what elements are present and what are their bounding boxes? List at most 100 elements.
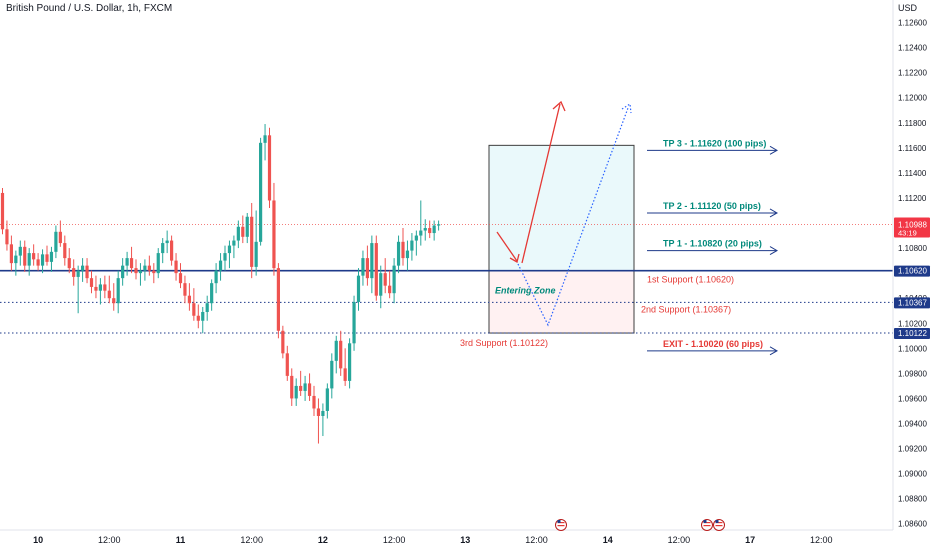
candle: [54, 225, 58, 259]
candle-body: [63, 243, 67, 259]
candle-body: [348, 343, 352, 381]
x-tick-label: 12:00: [383, 535, 406, 545]
candle-body: [218, 260, 223, 271]
candle: [18, 240, 22, 266]
arrow-down-head: [509, 253, 520, 263]
candle-body: [241, 226, 245, 237]
candle: [165, 230, 169, 254]
candle: [401, 228, 405, 266]
x-tick-label: 10: [33, 535, 43, 545]
candle: [294, 378, 298, 406]
target-label: TP 2 - 1.11120 (50 pips): [663, 201, 761, 211]
candle-body: [410, 240, 414, 251]
candle: [63, 235, 67, 266]
candle-body: [254, 241, 258, 267]
position-zone: Entering Zone: [488, 144, 635, 334]
candle: [129, 246, 134, 274]
economic-events: [555, 519, 725, 531]
flag-stripe: [715, 525, 723, 527]
candle: [14, 250, 18, 276]
candle: [112, 283, 116, 311]
candle: [223, 245, 227, 271]
candle-body: [401, 241, 405, 259]
candle-body: [414, 235, 418, 241]
flag-stripe: [703, 525, 711, 527]
candle-body: [36, 259, 40, 266]
candle-body: [383, 273, 387, 286]
candle: [161, 238, 165, 264]
candle-body: [174, 260, 178, 274]
candle-body: [45, 254, 49, 262]
target-4: EXIT - 1.10020 (60 pips): [647, 339, 779, 356]
candle-body: [143, 265, 147, 271]
arrow-down-segment: [496, 231, 518, 262]
y-tick-label: 1.09800: [898, 369, 927, 378]
candle: [125, 251, 129, 276]
candle: [410, 233, 414, 261]
candle-body: [18, 246, 22, 256]
y-tick-label: 1.08800: [898, 495, 927, 504]
candle: [94, 275, 98, 299]
candle: [49, 246, 54, 272]
candle-body: [250, 216, 254, 267]
candle: [45, 245, 49, 266]
candle-body: [290, 375, 294, 399]
candle: [9, 235, 13, 271]
candle: [236, 220, 240, 249]
candle: [428, 220, 432, 239]
support-label-1: 1st Support (1.10620): [647, 275, 734, 285]
candle-body: [343, 368, 347, 381]
candle-body: [227, 245, 232, 254]
candle: [307, 373, 312, 401]
candle-body: [356, 275, 361, 302]
candle-body: [276, 268, 280, 331]
candle: [285, 345, 289, 381]
us-flag-icon: [713, 519, 725, 531]
candle-body: [187, 295, 191, 304]
candle: [281, 325, 285, 359]
time-axis[interactable]: 10 12:00 11 12:00 12 12:00 13 12:00 14 12:00 17 12:…: [33, 535, 832, 545]
x-tick-label: 11: [176, 535, 186, 545]
candle: [272, 182, 276, 276]
candle-body: [112, 298, 116, 304]
candle-body: [396, 241, 401, 266]
candle-body: [67, 258, 71, 269]
candle: [321, 403, 325, 437]
candle-body: [294, 385, 298, 399]
candle-body: [58, 231, 62, 244]
candle: [143, 259, 147, 281]
candle: [383, 258, 387, 294]
profit-zone: [489, 145, 634, 271]
candle-body: [281, 330, 285, 354]
candle: [76, 265, 80, 314]
candle-body: [5, 229, 9, 245]
candle: [437, 220, 441, 231]
candle: [98, 278, 102, 305]
us-flag-icon: [701, 519, 713, 531]
price-axis[interactable]: 1.12600 1.12400 1.12200 1.12000 1.11800 1.116…: [898, 19, 927, 529]
candle: [205, 295, 209, 321]
candle: [361, 250, 365, 286]
candle-body: [423, 228, 427, 231]
candle-body: [352, 301, 356, 344]
candle: [423, 219, 427, 241]
y-tick-label: 1.12400: [898, 44, 927, 53]
candle: [299, 370, 303, 396]
x-tick-label: 14: [603, 535, 613, 545]
candle-body: [121, 265, 125, 279]
x-tick-label: 12: [318, 535, 328, 545]
candle-body: [76, 270, 80, 277]
y-tick-label: 1.11800: [898, 119, 927, 128]
candle-body: [232, 240, 236, 246]
candle: [210, 279, 214, 311]
target-2: TP 2 - 1.11120 (50 pips): [647, 201, 779, 218]
candle: [134, 259, 138, 280]
candle: [419, 200, 423, 246]
flag-stripe: [557, 525, 565, 527]
candle: [32, 244, 36, 266]
candle-body: [428, 228, 432, 234]
candle: [174, 253, 178, 281]
level-badge-2: [894, 297, 930, 309]
